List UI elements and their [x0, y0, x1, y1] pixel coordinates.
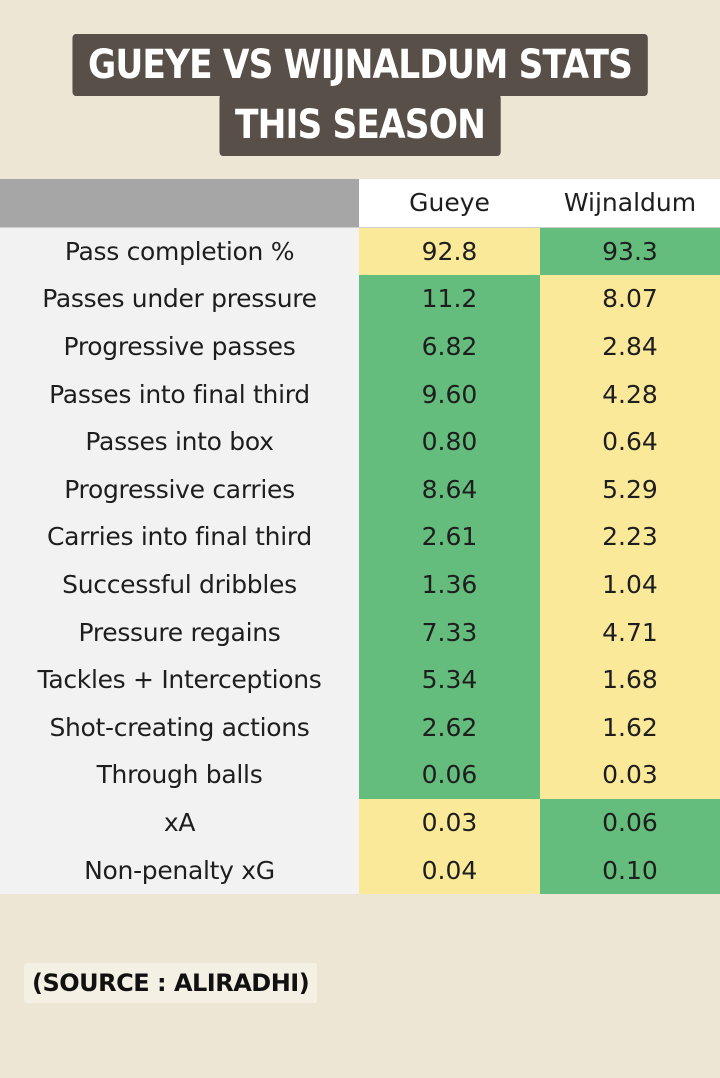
table-row: Carries into final third 2.61 2.23: [0, 513, 720, 561]
header-corner-cell: [0, 179, 359, 228]
gueye-value: 5.34: [359, 655, 540, 704]
metric-label: Progressive passes: [0, 322, 359, 371]
metric-label: Passes into box: [0, 417, 359, 466]
metric-label: Carries into final third: [0, 513, 359, 561]
metric-label: Pressure regains: [0, 608, 359, 656]
table-row: Pressure regains 7.33 4.71: [0, 608, 720, 656]
table-row: Passes into final third 9.60 4.28: [0, 370, 720, 418]
title-line-1: GUEYE VS WIJNALDUM STATS: [72, 34, 648, 96]
metric-label: Non-penalty xG: [0, 846, 359, 894]
source-credit: (SOURCE : ALIRADHI): [24, 963, 318, 1003]
wijnaldum-value: 2.23: [540, 513, 720, 561]
gueye-value: 0.03: [359, 798, 540, 847]
gueye-value: 2.61: [359, 513, 540, 561]
wijnaldum-value: 93.3: [540, 227, 720, 276]
table-row: Passes into box 0.80 0.64: [0, 417, 720, 466]
wijnaldum-value: 2.84: [540, 322, 720, 371]
table-row: Shot-creating actions 2.62 1.62: [0, 703, 720, 752]
metric-label: Pass completion %: [0, 227, 359, 276]
wijnaldum-value: 4.71: [540, 608, 720, 656]
gueye-value: 1.36: [359, 560, 540, 609]
wijnaldum-value: 4.28: [540, 370, 720, 418]
title-line-2: THIS SEASON: [219, 94, 501, 156]
gueye-value: 92.8: [359, 227, 540, 276]
header-row: Gueye Wijnaldum: [0, 179, 720, 228]
table-row: xA 0.03 0.06: [0, 798, 720, 847]
wijnaldum-value: 5.29: [540, 465, 720, 514]
header-gueye: Gueye: [359, 179, 540, 228]
wijnaldum-value: 8.07: [540, 275, 720, 323]
metric-label: Progressive carries: [0, 465, 359, 514]
table-row: Pass completion % 92.8 93.3: [0, 227, 720, 276]
wijnaldum-value: 1.68: [540, 655, 720, 704]
wijnaldum-value: 1.62: [540, 703, 720, 752]
metric-label: xA: [0, 798, 359, 847]
table-row: Successful dribbles 1.36 1.04: [0, 560, 720, 609]
stats-table: Gueye Wijnaldum Pass completion % 92.8 93.…: [0, 179, 720, 894]
table-row: Progressive passes 6.82 2.84: [0, 322, 720, 371]
gueye-value: 8.64: [359, 465, 540, 514]
table-row: Passes under pressure 11.2 8.07: [0, 275, 720, 323]
metric-label: Through balls: [0, 751, 359, 799]
wijnaldum-value: 0.03: [540, 751, 720, 799]
gueye-value: 6.82: [359, 322, 540, 371]
metric-label: Successful dribbles: [0, 560, 359, 609]
gueye-value: 7.33: [359, 608, 540, 656]
gueye-value: 2.62: [359, 703, 540, 752]
table-row: Through balls 0.06 0.03: [0, 751, 720, 799]
wijnaldum-value: 0.64: [540, 417, 720, 466]
header-wijnaldum: Wijnaldum: [540, 179, 720, 228]
metric-label: Shot-creating actions: [0, 703, 359, 752]
gueye-value: 0.04: [359, 846, 540, 894]
gueye-value: 11.2: [359, 275, 540, 323]
wijnaldum-value: 0.06: [540, 798, 720, 847]
gueye-value: 0.80: [359, 417, 540, 466]
metric-label: Tackles + Interceptions: [0, 655, 359, 704]
wijnaldum-value: 0.10: [540, 846, 720, 894]
table-row: Non-penalty xG 0.04 0.10: [0, 846, 720, 894]
metric-label: Passes under pressure: [0, 275, 359, 323]
wijnaldum-value: 1.04: [540, 560, 720, 609]
gueye-value: 9.60: [359, 370, 540, 418]
table-row: Tackles + Interceptions 5.34 1.68: [0, 655, 720, 704]
gueye-value: 0.06: [359, 751, 540, 799]
table-row: Progressive carries 8.64 5.29: [0, 465, 720, 514]
metric-label: Passes into final third: [0, 370, 359, 418]
